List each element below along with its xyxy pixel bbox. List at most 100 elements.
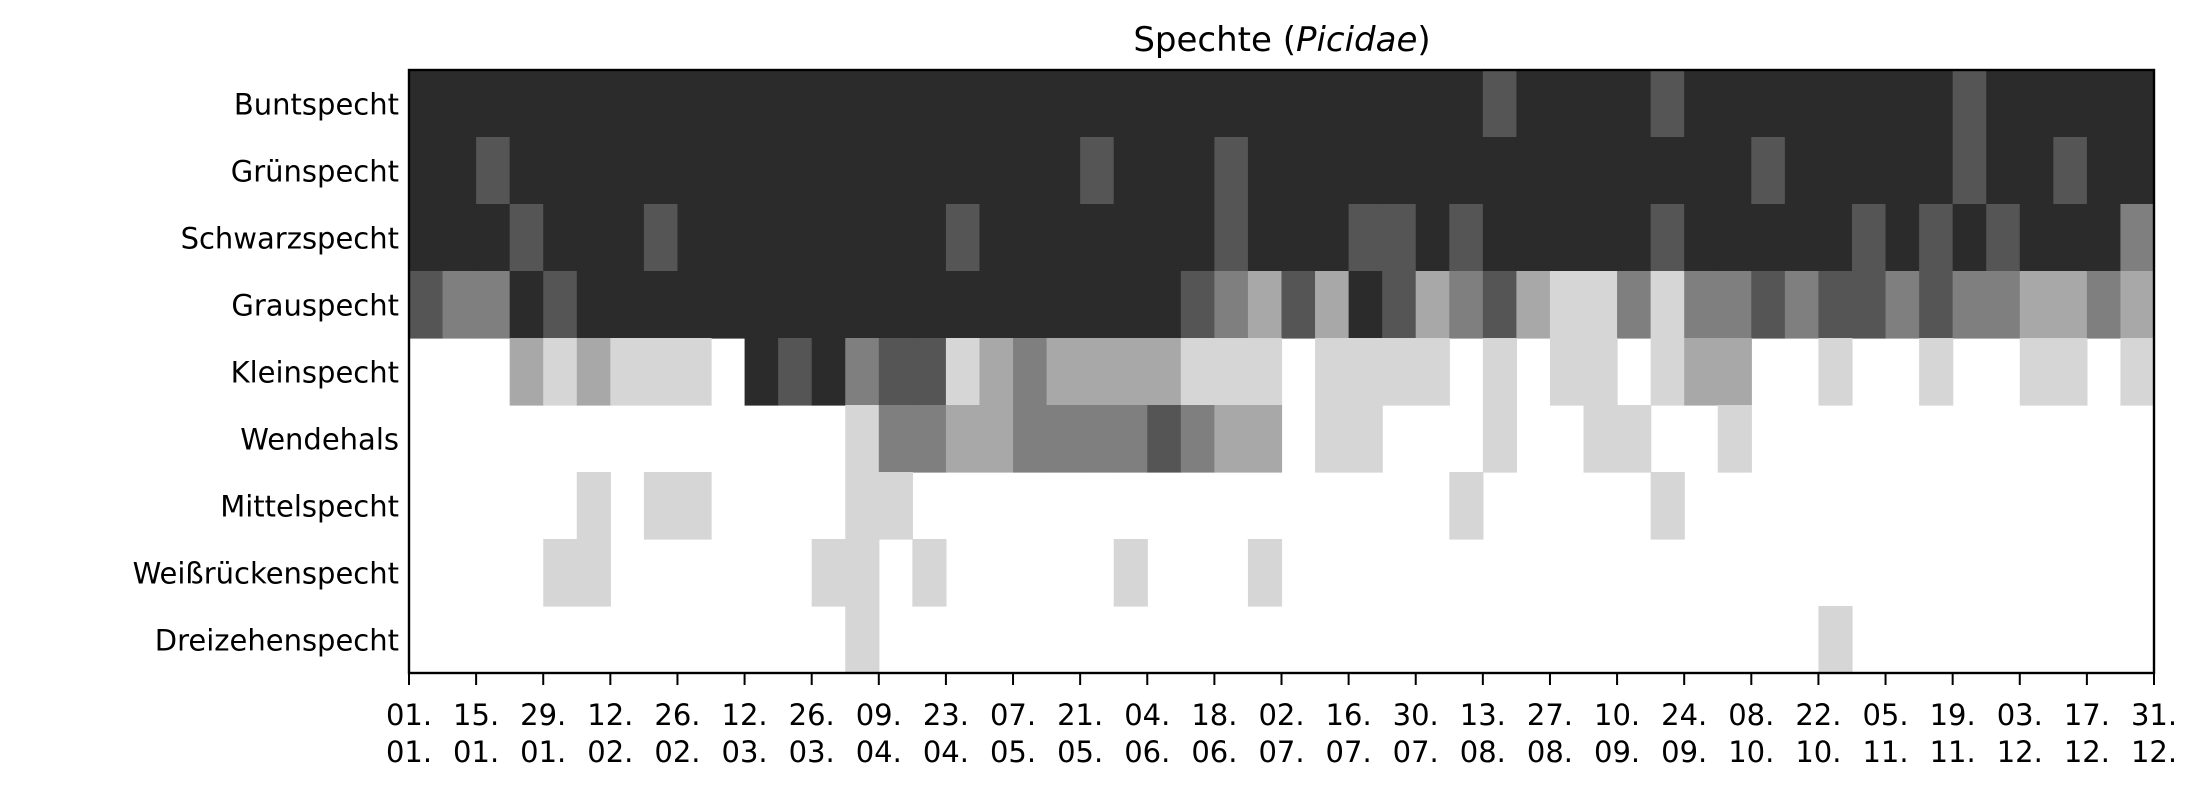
heatmap-cell — [1013, 338, 1048, 406]
heatmap-cell — [2053, 271, 2088, 339]
heatmap-cell — [1382, 338, 1417, 406]
heatmap-cell — [711, 271, 746, 339]
heatmap-cell — [1348, 271, 1383, 339]
heatmap-cell — [1851, 204, 1887, 272]
heatmap-cell — [1549, 271, 1585, 339]
chart-title: Spechte (Picidae) — [1133, 20, 1430, 60]
heatmap-cell — [1818, 338, 1853, 406]
heatmap-cell — [543, 271, 578, 339]
heatmap-cell — [912, 338, 947, 406]
heatmap-cell — [1147, 271, 1182, 339]
heatmap-cell — [811, 539, 846, 607]
heatmap-cell — [878, 137, 913, 205]
heatmap-cell — [811, 204, 846, 272]
heatmap-cell — [845, 137, 880, 205]
x-tick-label-day: 01. — [386, 698, 432, 732]
heatmap-cell — [1415, 70, 1450, 138]
heatmap-cell — [1717, 405, 1752, 473]
row-label: Buntspecht — [234, 88, 399, 122]
x-tick-label-day: 19. — [1930, 698, 1976, 732]
heatmap-cell — [1952, 137, 1987, 205]
heatmap-cell — [1415, 271, 1450, 339]
x-tick-label-day: 18. — [1191, 698, 1237, 732]
heatmap-cell — [2019, 271, 2054, 339]
heatmap-cell — [1919, 338, 1954, 406]
x-tick-label-day: 27. — [1527, 698, 1573, 732]
heatmap-cell — [979, 204, 1014, 272]
heatmap-cell — [442, 137, 477, 205]
heatmap-cell — [1919, 204, 1954, 272]
heatmap-cell — [1415, 204, 1450, 272]
heatmap-cell — [1717, 271, 1752, 339]
heatmap-cell — [610, 204, 645, 272]
heatmap-cell — [1449, 472, 1484, 540]
heatmap-cell — [1214, 338, 1249, 406]
heatmap-cell — [1382, 271, 1417, 339]
heatmap-cell — [2019, 204, 2054, 272]
heatmap-cell — [711, 70, 746, 138]
x-tick-label-day: 05. — [1862, 698, 1908, 732]
heatmap-cell — [878, 405, 913, 473]
heatmap-cell — [1952, 70, 1987, 138]
heatmap-cell — [1046, 137, 1081, 205]
heatmap-cell — [1281, 204, 1316, 272]
row-label: Grünspecht — [231, 155, 399, 189]
heatmap-cell — [677, 472, 712, 540]
heatmap-cell — [1214, 405, 1249, 473]
heatmap-cell — [409, 271, 444, 339]
x-tick-label-month: 10. — [1728, 735, 1774, 769]
heatmap-cell — [1885, 70, 1920, 138]
heatmap-cell — [1046, 70, 1081, 138]
heatmap-cell — [1885, 204, 1920, 272]
heatmap-cell — [1650, 70, 1685, 138]
heatmap-cell — [778, 338, 813, 406]
heatmap-cell — [1415, 137, 1450, 205]
heatmap-cell — [912, 204, 947, 272]
heatmap-cell — [1851, 70, 1887, 138]
heatmap-cell — [1482, 338, 1518, 406]
row-label: Dreizehenspecht — [155, 624, 399, 658]
x-tick-label-month: 03. — [722, 735, 768, 769]
heatmap-cell — [1147, 405, 1182, 473]
heatmap-cell — [2053, 70, 2088, 138]
heatmap-cell — [945, 338, 981, 406]
heatmap-cell — [643, 137, 679, 205]
heatmap-cell — [1986, 271, 2021, 339]
heatmap-cell — [979, 271, 1014, 339]
heatmap-cell — [2120, 271, 2155, 339]
heatmap-cell — [1919, 70, 1954, 138]
heatmap-cell — [1113, 271, 1148, 339]
heatmap-cell — [1986, 70, 2021, 138]
heatmap-cell — [979, 338, 1014, 406]
heatmap-cell — [945, 405, 981, 473]
heatmap-cell — [1382, 137, 1417, 205]
heatmap-cell — [1013, 204, 1048, 272]
heatmap-cell — [543, 137, 578, 205]
heatmap-cell — [1449, 204, 1484, 272]
heatmap-cell — [1549, 70, 1585, 138]
heatmap-cell — [1818, 204, 1853, 272]
heatmap-cell — [610, 338, 645, 406]
heatmap-cell — [543, 70, 578, 138]
heatmap-cell — [1013, 137, 1048, 205]
heatmap-cell — [1751, 137, 1786, 205]
heatmap-cell — [778, 70, 813, 138]
heatmap-cell — [1617, 70, 1652, 138]
heatmap-cell — [1650, 472, 1685, 540]
x-tick-label-month: 12. — [1997, 735, 2043, 769]
heatmap-cell — [979, 137, 1014, 205]
x-tick-label-day: 12. — [722, 698, 768, 732]
heatmap-cell — [509, 338, 544, 406]
heatmap-cell — [1013, 70, 1048, 138]
heatmap-cell — [845, 405, 880, 473]
heatmap-cell — [2120, 204, 2155, 272]
heatmap-cell — [1046, 338, 1081, 406]
plot-frame — [407, 68, 2156, 675]
heatmap-cell — [878, 204, 913, 272]
row-label: Mittelspecht — [220, 490, 399, 524]
x-tick-label-month: 09. — [1594, 735, 1640, 769]
heatmap-cell — [1113, 338, 1148, 406]
heatmap-cell — [643, 70, 679, 138]
x-tick-label-month: 02. — [587, 735, 633, 769]
